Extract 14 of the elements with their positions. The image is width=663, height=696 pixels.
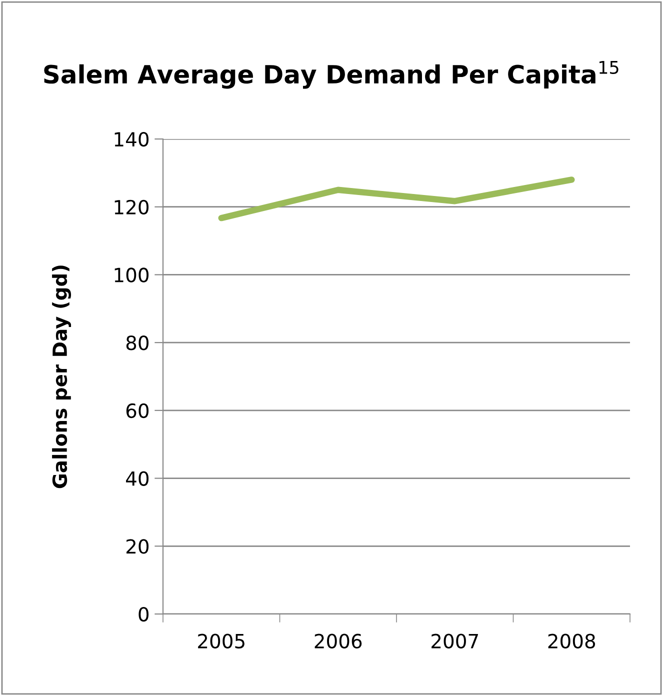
- y-tick-label: 100: [114, 268, 149, 282]
- x-tick-label: 2007: [432, 634, 478, 648]
- y-tick-label: 0: [138, 606, 149, 622]
- y-tick-label: 20: [126, 539, 149, 554]
- x-tick-label: 2005: [198, 634, 244, 648]
- y-axis-title: Gallons per Day (gd): [52, 266, 72, 488]
- y-tick-label: 80: [126, 336, 149, 350]
- x-tick-label: 2006: [314, 634, 362, 648]
- x-tick-label: 2008: [548, 634, 596, 648]
- y-tick-label: 60: [126, 403, 149, 418]
- y-tick-label: 140: [114, 132, 149, 147]
- y-tick-label: 40: [126, 471, 149, 486]
- y-tick-label: 120: [114, 200, 149, 215]
- chart-title: Salem Average Day Demand Per Capita$^{15}$: [44, 61, 618, 89]
